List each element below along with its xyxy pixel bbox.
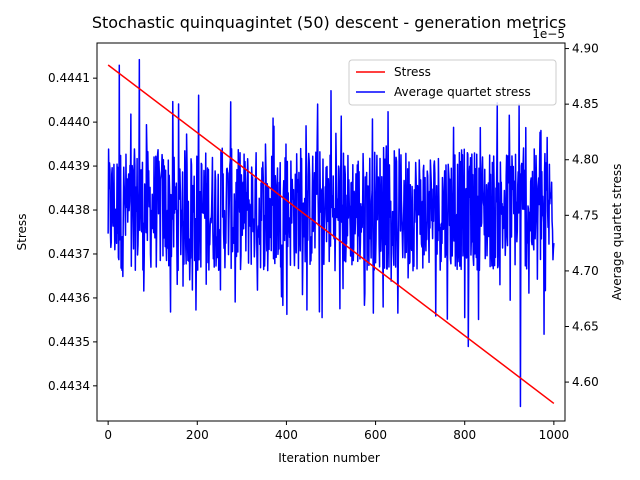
x-tick-label: 200 — [186, 428, 209, 442]
x-tick-label: 800 — [453, 428, 476, 442]
y-left-tick-label: 0.4441 — [48, 71, 90, 85]
y-left-tick-label: 0.4440 — [48, 115, 90, 129]
x-tick-label: 400 — [275, 428, 298, 442]
y-right-tick-label: 4.85 — [572, 97, 599, 111]
y-right-tick-label: 4.70 — [572, 264, 599, 278]
chart-title: Stochastic quinquagintet (50) descent - … — [92, 13, 566, 32]
x-axis: 0 200 400 600 800 1000 — [104, 421, 569, 442]
legend-label-stress: Stress — [394, 65, 431, 79]
plot-frame — [96, 42, 566, 422]
y-right-tick-label: 4.60 — [572, 375, 599, 389]
y-left-tick-label: 0.4434 — [48, 379, 90, 393]
legend-box — [348, 59, 557, 106]
x-axis-label: Iteration number — [278, 451, 380, 465]
y-axis-right-multiplier: 1e−5 — [532, 27, 565, 41]
x-tick-label: 1000 — [539, 428, 570, 442]
y-left-tick-label: 0.4438 — [48, 203, 90, 217]
y-axis-right-label: Average quartet stress — [610, 164, 624, 301]
y-left-tick-label: 0.4437 — [48, 247, 90, 261]
y-right-tick-label: 4.90 — [572, 42, 599, 56]
series-average-quartet-stress-line — [107, 58, 555, 408]
y-right-tick-label: 4.80 — [572, 153, 599, 167]
y-left-tick-label: 0.4436 — [48, 291, 90, 305]
plot-lines — [107, 58, 555, 408]
y-axis-left: 0.4434 0.4435 0.4436 0.4437 0.4438 0.4439 0.44… — [48, 71, 97, 393]
y-left-tick-label: 0.4435 — [48, 335, 90, 349]
y-right-tick-label: 4.65 — [572, 320, 599, 334]
y-right-tick-label: 4.75 — [572, 208, 599, 222]
legend-label-quartet: Average quartet stress — [394, 85, 531, 99]
y-left-tick-label: 0.4439 — [48, 159, 90, 173]
y-axis-right: 4.60 4.65 4.70 4.75 4.80 4.85 4.90 — [565, 42, 599, 389]
series-stress-line — [107, 64, 555, 405]
y-axis-left-label: Stress — [15, 214, 29, 251]
x-tick-label: 0 — [104, 428, 112, 442]
legend: Stress Average quartet stress — [348, 59, 557, 106]
x-tick-label: 600 — [364, 428, 387, 442]
